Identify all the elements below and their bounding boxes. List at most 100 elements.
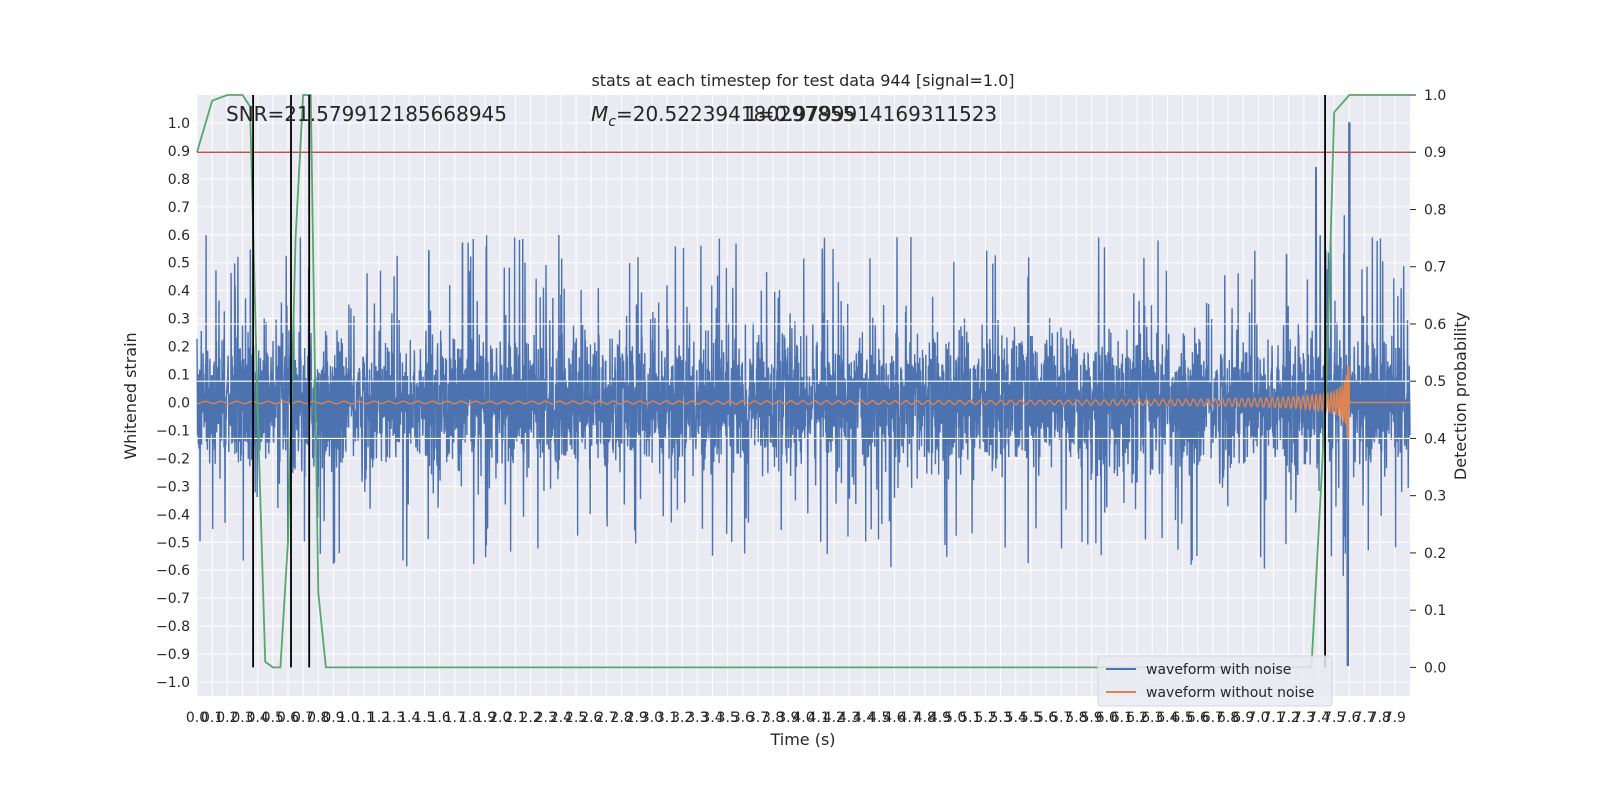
y2-tick-label: 0.5	[1424, 374, 1446, 390]
y2-tick-label: 0.0	[1424, 660, 1446, 676]
y2-tick-label: 0.3	[1424, 489, 1446, 505]
x-tick-label: 4.3	[838, 710, 860, 726]
x-tick-label: 2.0	[489, 710, 511, 726]
y2-tick-label: 1.0	[1424, 88, 1446, 104]
x-tick-label: 0.2	[216, 710, 238, 726]
y2-tick-label: 0.9	[1424, 145, 1446, 161]
x-tick-label: 3.0	[641, 710, 663, 726]
y-tick-label: 0.3	[168, 312, 190, 328]
x-tick-label: 1.3	[383, 710, 405, 726]
series-waveform-with-noise	[196, 122, 1411, 666]
x-tick-label: 1.1	[353, 710, 375, 726]
x-tick-label: 6.9	[1232, 710, 1254, 726]
clean-waveform-line	[196, 365, 1410, 441]
x-tick-label: 0.0	[186, 710, 208, 726]
x-tick-label: 7.7	[1353, 710, 1375, 726]
x-tick-label: 0.5	[262, 710, 284, 726]
y-tick-label: 0.0	[168, 395, 190, 411]
x-tick-label: 5.7	[1050, 710, 1072, 726]
x-axis-ticks: 0.00.10.20.30.40.50.60.70.80.91.01.11.21…	[186, 710, 1406, 726]
x-tick-label: 1.6	[428, 710, 450, 726]
y-axis-label: Whitened strain	[121, 332, 140, 459]
y-tick-label: −0.2	[156, 451, 190, 467]
x-tick-label: 4.5	[868, 710, 890, 726]
x-tick-label: 4.9	[929, 710, 951, 726]
snr-annotation: SNR=21.579912185668945	[226, 102, 507, 126]
vertical-markers	[252, 95, 1326, 668]
x-tick-label: 1.8	[459, 710, 481, 726]
x-tick-label: 2.5	[565, 710, 587, 726]
x-tick-label: 5.5	[1020, 710, 1042, 726]
x-tick-label: 4.0	[792, 710, 814, 726]
y-tick-label: −0.1	[156, 423, 190, 439]
x-tick-label: 7.5	[1323, 710, 1345, 726]
x-tick-label: 6.1	[1111, 710, 1133, 726]
noise-waveform-line	[196, 122, 1411, 666]
x-tick-label: 6.0	[1096, 710, 1118, 726]
x-tick-label: 7.0	[1247, 710, 1269, 726]
x-tick-label: 3.7	[747, 710, 769, 726]
x-tick-label: 6.8	[1217, 710, 1239, 726]
x-tick-label: 5.4	[1005, 710, 1027, 726]
x-tick-label: 2.7	[595, 710, 617, 726]
x-tick-label: 0.3	[231, 710, 253, 726]
y-tick-label: 0.9	[168, 144, 190, 160]
x-tick-label: 5.0	[944, 710, 966, 726]
y-tick-label: −0.6	[156, 563, 190, 579]
chart-title: stats at each timestep for test data 944…	[591, 71, 1014, 90]
x-tick-label: 2.8	[610, 710, 632, 726]
y-tick-label: −0.9	[156, 647, 190, 663]
x-tick-label: 4.7	[899, 710, 921, 726]
chirp-mass-annotation: Mc=20.522394180297855	[591, 102, 855, 130]
y-axis-ticks: 1.0 0.9 0.8 0.7 0.6 0.5 0.4 0.3 0.2 0.1 0.0 −0.1 −0.…	[156, 116, 190, 691]
y-tick-label: 0.4	[168, 284, 190, 300]
x-tick-label: 1.7	[444, 710, 466, 726]
x-tick-label: 3.1	[656, 710, 678, 726]
legend-label-noise: waveform with noise	[1146, 662, 1291, 678]
y-tick-label: −0.5	[156, 535, 190, 551]
x-tick-label: 6.4	[1156, 710, 1178, 726]
y2-axis-label: Detection probability	[1451, 312, 1470, 480]
chirp-mass-subscript: c	[608, 114, 616, 130]
x-tick-label: 1.0	[337, 710, 359, 726]
detection-probability-line	[196, 94, 1410, 669]
y-tick-label: 1.0	[168, 116, 190, 132]
y-tick-label: 0.8	[168, 172, 190, 188]
x-tick-label: 0.4	[247, 710, 269, 726]
x-tick-label: 1.9	[474, 710, 496, 726]
x-tick-label: 1.5	[413, 710, 435, 726]
chirp-mass-symbol: M	[591, 102, 608, 126]
x-tick-label: 6.3	[1141, 710, 1163, 726]
x-tick-label: 2.6	[580, 710, 602, 726]
series-detection-probability	[196, 94, 1410, 669]
y-tick-label: −0.3	[156, 479, 190, 495]
x-tick-label: 7.8	[1369, 710, 1391, 726]
x-tick-label: 1.4	[398, 710, 420, 726]
overlap-annotation: 1=0.9799914169311523	[745, 102, 997, 126]
legend-label-clean: waveform without noise	[1146, 685, 1314, 701]
x-tick-label: 5.6	[1035, 710, 1057, 726]
y2-tick-label: 0.7	[1424, 260, 1446, 276]
x-tick-label: 6.6	[1187, 710, 1209, 726]
x-tick-label: 3.5	[717, 710, 739, 726]
x-tick-label: 4.4	[853, 710, 875, 726]
x-tick-label: 2.1	[504, 710, 526, 726]
x-tick-label: 6.2	[1126, 710, 1148, 726]
x-tick-label: 2.2	[519, 710, 541, 726]
x-tick-label: 0.8	[307, 710, 329, 726]
legend-box	[1097, 655, 1333, 707]
y2-tick-label: 0.8	[1424, 202, 1446, 218]
x-tick-label: 7.9	[1384, 710, 1406, 726]
chirp-mass-value: =20.522394180297855	[616, 102, 855, 126]
y2-tick-label: 0.2	[1424, 546, 1446, 562]
x-tick-label: 7.6	[1338, 710, 1360, 726]
x-tick-label: 2.4	[550, 710, 572, 726]
x-tick-label: 3.9	[777, 710, 799, 726]
x-tick-label: 4.1	[808, 710, 830, 726]
x-tick-label: 4.2	[823, 710, 845, 726]
x-tick-label: 7.2	[1278, 710, 1300, 726]
x-tick-label: 0.9	[322, 710, 344, 726]
legend: waveform with noise waveform without noi…	[1097, 655, 1333, 707]
x-tick-label: 2.3	[535, 710, 557, 726]
